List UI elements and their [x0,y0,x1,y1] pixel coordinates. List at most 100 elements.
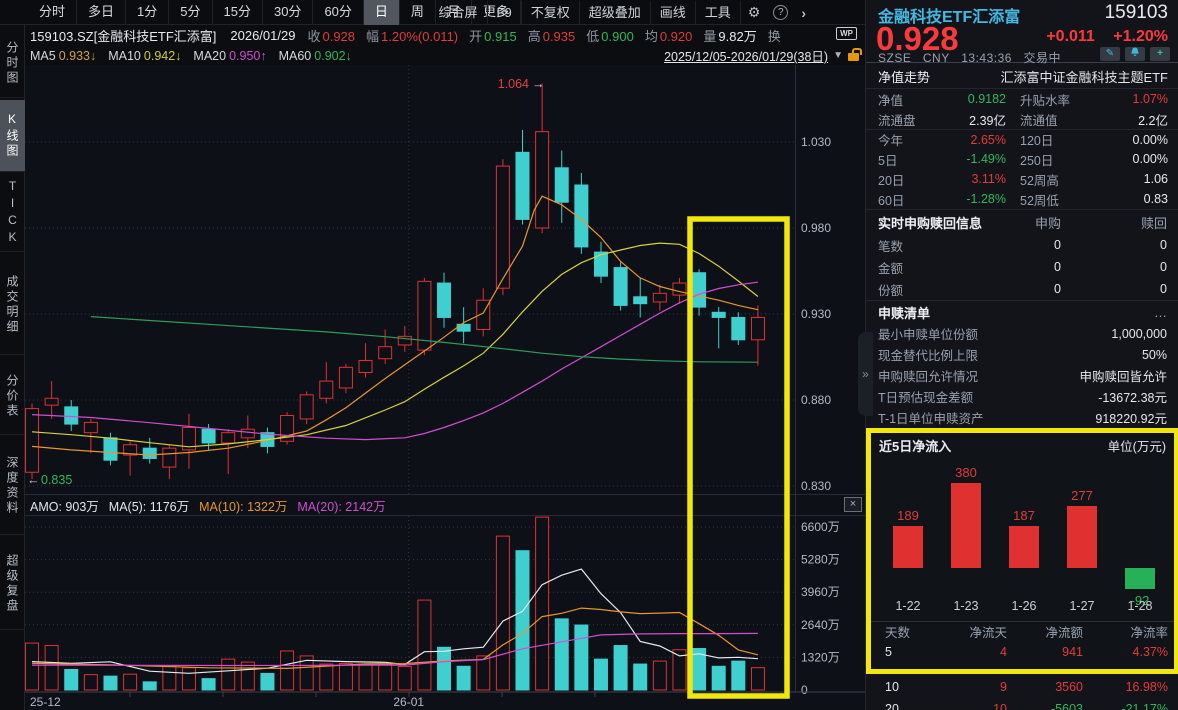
candle-body [633,296,648,305]
sidebar-item-6[interactable]: 深度资料 [0,438,25,535]
kline-volume-svg: 1.030 0.980 0.930 0.880 0.830 6600万 5280万 3960万… [25,65,865,709]
stat-value: -1.49% [966,152,1006,166]
help-icon[interactable]: ? [773,5,789,20]
net-inflow-value: 277 [1071,488,1093,504]
net-inflow-bar [893,525,923,568]
ma-value-bar: MA5 0.933↓ MA10 0.942↓ MA20 0.950↑ MA60 0.902↓ … [25,46,865,65]
wp-window-icon[interactable]: WP [836,27,857,40]
stat-value: 0.9182 [967,92,1006,106]
stat-value: 1.06 [1143,172,1168,186]
section-title: 实时申购赎回信息 [878,215,983,231]
sidebar-item-1[interactable]: 分时图 [0,30,25,98]
price-axis-label: 1.030 [801,135,831,149]
stat-label: 20日 [878,173,905,188]
period-tab[interactable]: 更多 [472,0,521,25]
close-icon[interactable]: × [844,497,862,512]
period-tab[interactable]: 日 [363,0,400,25]
toolbar-menu-item[interactable]: 综合屏 [430,0,488,25]
realtime-row: 金额 0 0 [878,260,1167,276]
sidebar-item-7[interactable]: 超级复盘 [0,538,25,630]
period-tab[interactable]: 多日 [77,0,127,25]
edit-icon[interactable]: ✎ [1100,47,1120,61]
net-inflow-value: 380 [955,464,977,480]
price-change: +0.011 +1.20% [1032,28,1168,46]
change-percent: +1.20% [1113,28,1168,45]
volume-axis-label: 2640万 [801,618,840,632]
bell-icon[interactable] [1125,47,1145,61]
sidebar-item-5[interactable]: 分价表 [0,358,25,435]
trading-status: 交易中 [1023,51,1061,65]
fund-stat-row: 今年 2.65% 120日 0.00% [866,129,1178,149]
kline-chart[interactable]: 1.030 0.980 0.930 0.880 0.830 6600万 5280万 3960万… [25,65,865,710]
net-inflow-panel: 近5日净流入 单位(万元) 189 380 187 277 -92 1-22 1-23 1-… [866,428,1178,674]
ohlc-field: 高 0.935 [527,29,576,44]
period-tab[interactable]: 15分 [213,0,263,25]
fund-code: 159103 [1104,2,1168,23]
volume-axis-label: 3960万 [801,585,840,599]
toolbar-menu-item[interactable]: 工具 [696,0,741,25]
add-icon[interactable]: + [1150,47,1170,61]
period-tabs: 分时 多日 1分 5分 15分 30分 60分日周月更多 [28,0,521,25]
period-tab[interactable]: 1分 [126,0,170,25]
volume-bar [358,663,373,691]
sidebar-item-4[interactable]: 成交明细 [0,255,25,355]
flow-table-header: 天数 净流天 净流额 净流率 [871,621,1174,641]
volume-bar [593,658,608,691]
volume-indicator-header: AMO: 903万 MA(5): 1176万 MA(10): 1322万 MA(20)… [30,496,396,514]
more-icon[interactable]: … [1154,304,1167,320]
collapse-panel-handle[interactable]: » [858,332,873,416]
price-ma60-line [90,316,758,363]
nav-trend-row[interactable]: 净值走势 汇添富中证金融科技主题ETF [866,65,1178,89]
chevron-right-icon[interactable]: › [801,4,806,21]
volume-bar [417,599,432,691]
period-tab[interactable]: 5分 [169,0,213,25]
volume-bar [201,678,216,691]
toolbar-menu-item[interactable]: 画线 [651,0,696,25]
period-tab[interactable]: 周 [400,0,436,25]
stat-label: 52周高 [1020,173,1059,188]
candle-body [44,397,59,406]
flow-table-row: 20 10 -5603 -21.17% [885,702,1168,710]
volume-bar [456,665,471,691]
toolbar-menu-item[interactable]: 超级叠加 [580,0,651,25]
nav-trend-label: 净值走势 [878,70,931,85]
volume-ma20-line [31,632,758,667]
candle-body [162,447,177,468]
toolbar-menu-item[interactable]: F9 [488,0,522,25]
ohlc-field: 均 0.920 [644,29,693,44]
gear-icon[interactable]: ⚙ [747,4,761,20]
stat-value: 2.2亿 [1138,113,1168,128]
price-axis-label: 0.980 [801,221,831,235]
period-tab[interactable]: 30分 [263,0,314,25]
period-tab[interactable]: 月 [436,0,472,25]
candle-body [417,280,432,351]
range-controls: 2025/12/05-2026/01/29(38日) ▼ [664,46,862,65]
ma-value-item: MA20 0.950↑ [193,48,267,63]
stat-label: 升贴水率 [1020,93,1071,108]
change-value: +0.011 [1046,28,1095,45]
quote-header: 金融科技ETF汇添富 159103 0.928 +0.011 +1.20% SZ… [866,0,1178,65]
net-inflow-date: 1-27 [1069,599,1095,613]
net-inflow-value: 189 [897,507,919,523]
date-label: 2026/01/29 [230,28,296,43]
volume-bar [731,660,746,691]
toolbar-menu-item[interactable]: 不复权 [522,0,580,25]
price-axis-label: 0.930 [801,307,831,321]
fund-name: 金融科技ETF汇添富 [878,9,1021,26]
period-tab[interactable]: 60分 [313,0,364,25]
volume-bar [64,668,79,691]
period-tab[interactable]: 分时 [28,0,78,25]
candle-body [535,131,550,229]
volume-bar [672,649,687,691]
unlock-icon[interactable] [848,48,862,61]
date-range-selector[interactable]: 2025/12/05-2026/01/29(38日) [664,50,829,64]
sidebar-item-2[interactable]: K线图 [0,100,25,172]
candle-body [299,394,314,420]
fund-full-name: 汇添富中证金融科技主题ETF [1000,70,1168,85]
net-inflow-bar-chart: 189 380 187 277 -92 [871,457,1174,608]
chevron-down-icon[interactable]: ▼ [833,50,843,61]
left-arrow-icon: ← [27,473,40,487]
volume-bar [83,674,98,691]
sidebar-item-3[interactable]: TICK [0,175,25,252]
